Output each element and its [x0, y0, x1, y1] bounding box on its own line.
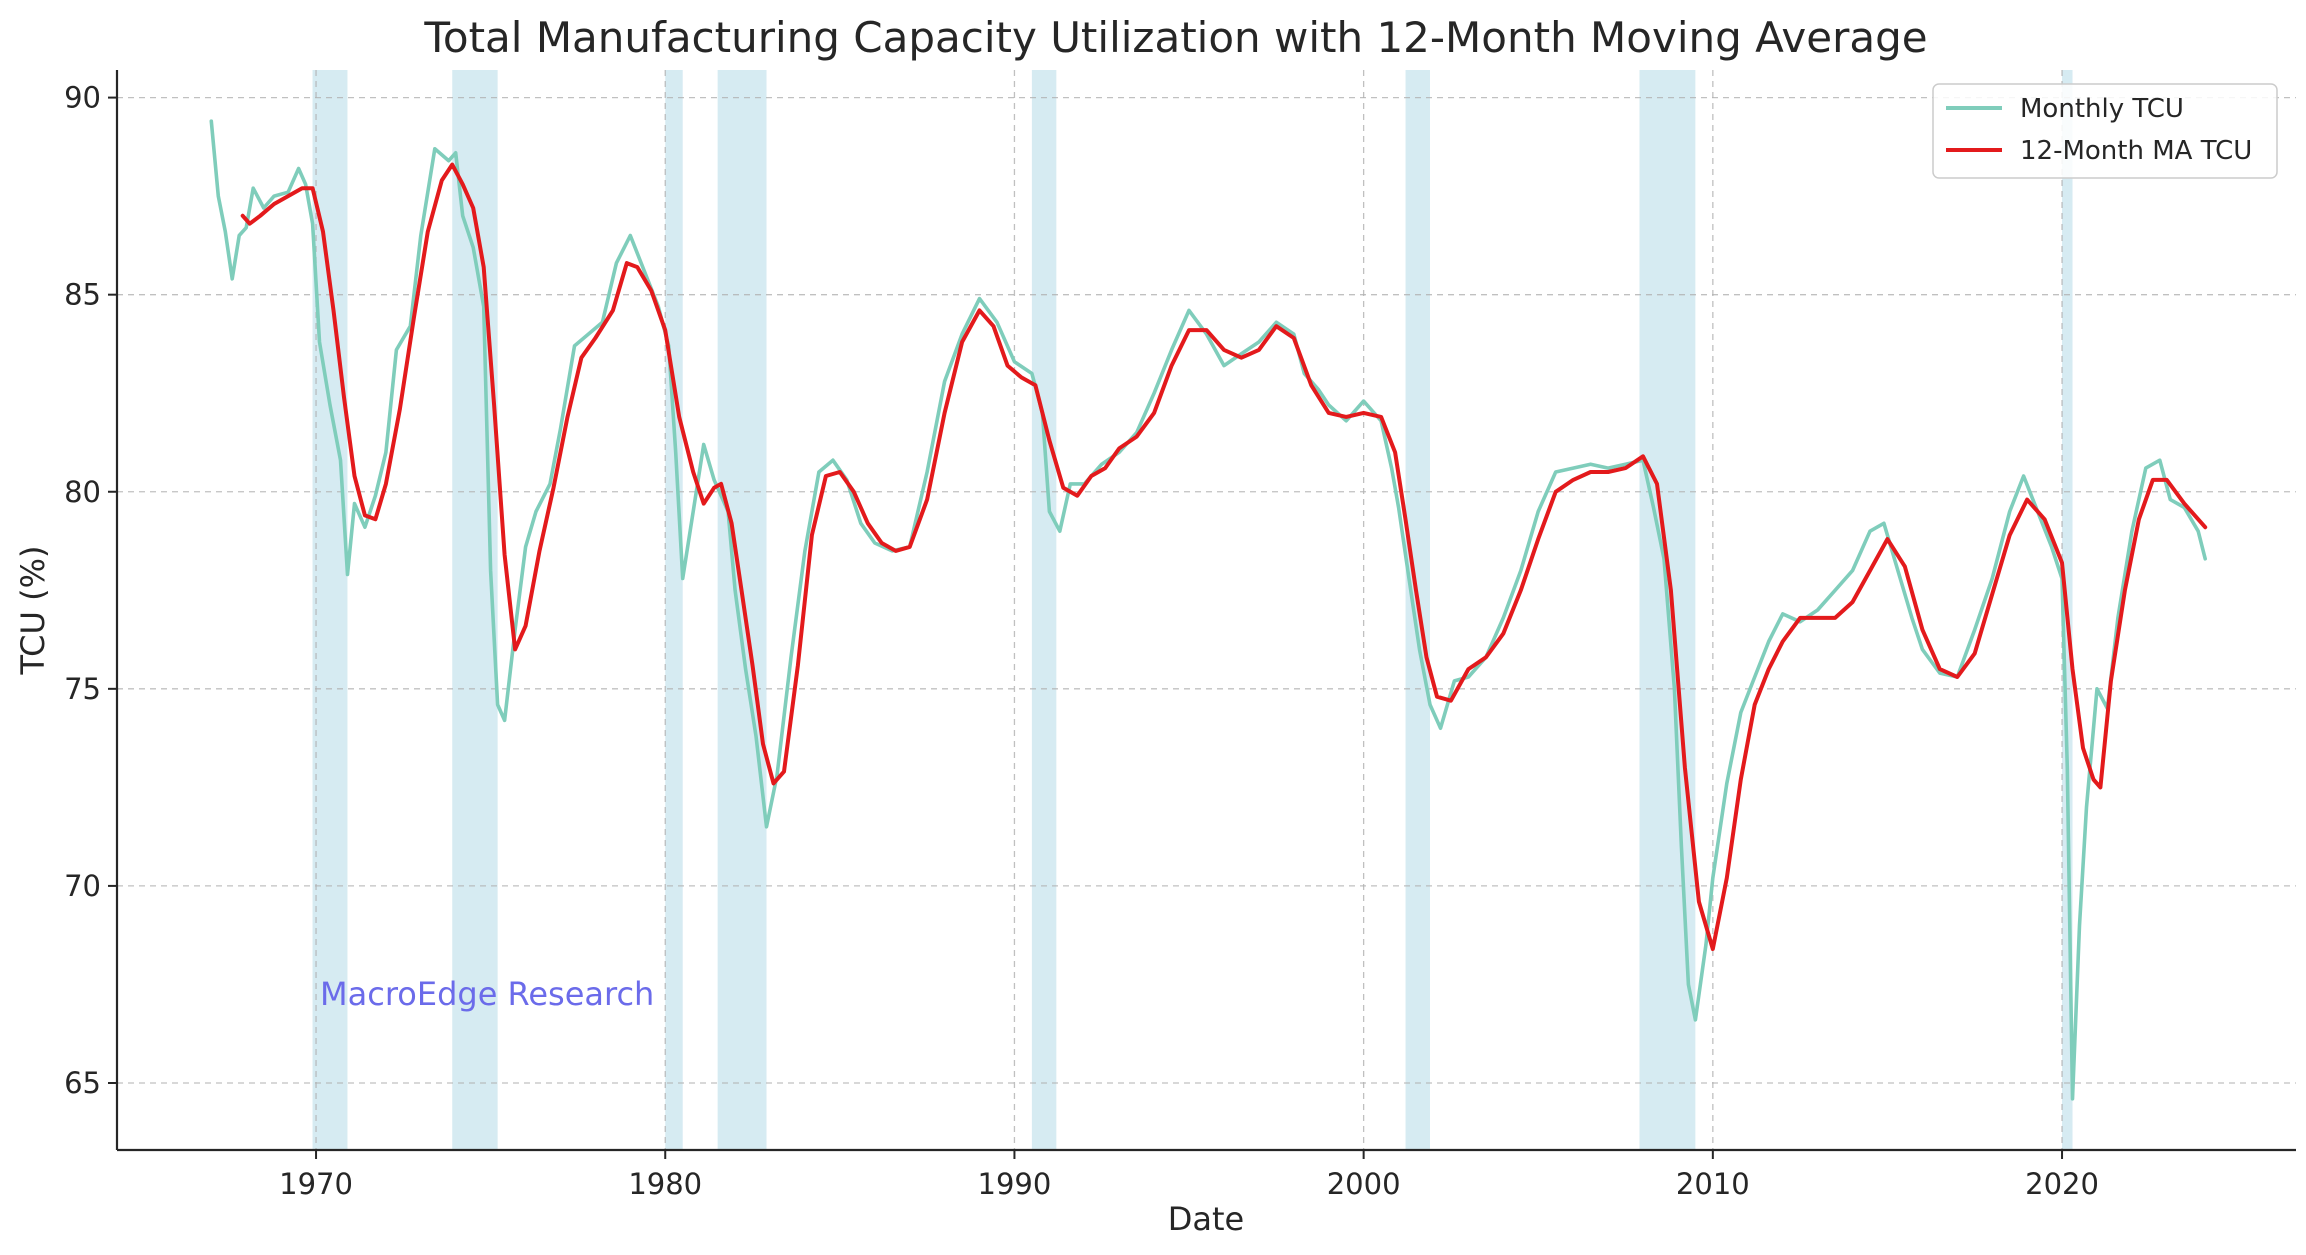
legend: Monthly TCU 12-Month MA TCU [1932, 83, 2278, 179]
y-tick-label-80: 80 [64, 475, 101, 509]
y-tick-label-90: 90 [64, 81, 101, 115]
legend-label-ma-tcu: 12-Month MA TCU [2020, 136, 2252, 166]
recession-band-1 [312, 70, 348, 1150]
plot-area [117, 70, 2296, 1150]
x-tick-label-1970: 1970 [279, 1167, 353, 1201]
x-tick-label-1990: 1990 [978, 1167, 1052, 1201]
series-lines [209, 119, 2208, 1101]
watermark-text: MacroEdge Research [320, 975, 654, 1013]
chart-title: Total Manufacturing Capacity Utilization… [423, 13, 1927, 62]
legend-box [1932, 83, 2278, 179]
x-tick-label-2010: 2010 [1676, 1167, 1750, 1201]
x-tick-label-1980: 1980 [628, 1167, 702, 1201]
y-tick-label-75: 75 [64, 672, 101, 706]
x-tick-label-2020: 2020 [2025, 1167, 2099, 1201]
ticks: 65 70 75 80 85 90 1970 1980 1990 2000 2010 2020 [64, 81, 2099, 1201]
y-tick-label-85: 85 [64, 278, 101, 312]
x-tick-label-2000: 2000 [1327, 1167, 1401, 1201]
y-axis-label: TCU (%) [14, 546, 52, 676]
axes [115, 70, 2296, 1152]
legend-label-monthly-tcu: Monthly TCU [2020, 94, 2184, 124]
recession-band-4 [717, 70, 767, 1150]
recession-band-5 [1031, 70, 1057, 1150]
y-tick-label-65: 65 [64, 1066, 101, 1100]
y-tick-label-70: 70 [64, 869, 101, 903]
x-axis-label: Date [1168, 1200, 1244, 1238]
grid-lines [117, 70, 2296, 1150]
series-line-12-month-ma-tcu [240, 162, 2208, 951]
recession-band-3 [665, 70, 683, 1150]
